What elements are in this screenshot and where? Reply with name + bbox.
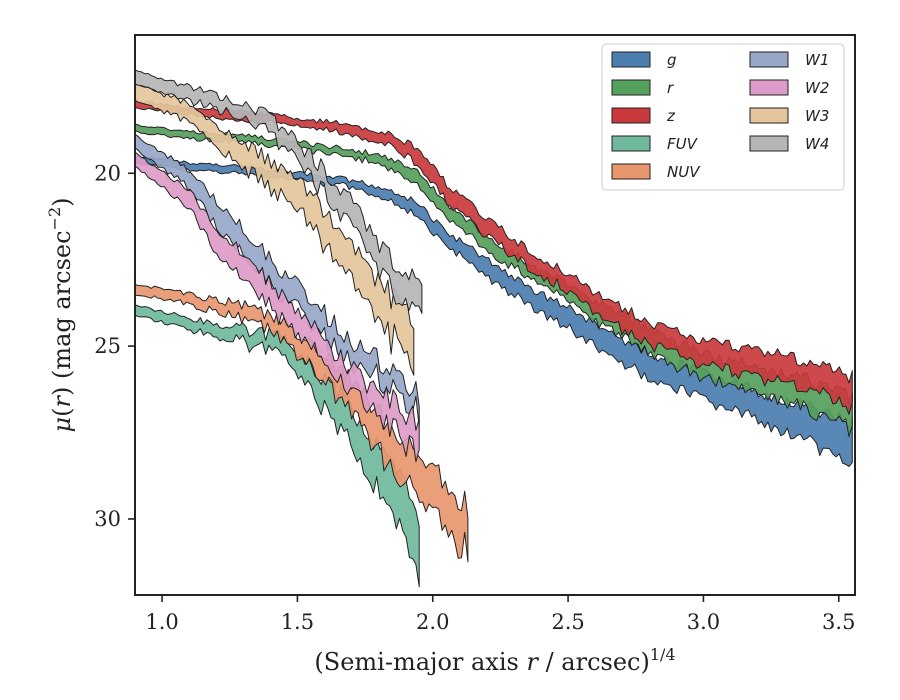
y-tick-label: 25	[94, 334, 121, 358]
y-axis-label-paren-open: (	[48, 408, 76, 417]
legend-label-r: r	[667, 79, 674, 97]
x-tick-label: 1.5	[281, 610, 314, 634]
series-band-w3	[135, 82, 415, 376]
legend-label-z: z	[666, 107, 676, 125]
y-axis-label-exponent: −2	[45, 207, 64, 231]
x-tick-label: 1.0	[145, 610, 178, 634]
legend-swatch-fuv	[611, 135, 651, 152]
legend-label-w1: W1	[805, 51, 829, 69]
series-band-r	[135, 123, 853, 437]
x-tick-label: 2.5	[551, 610, 584, 634]
legend-swatch-nuv	[611, 163, 651, 180]
x-axis-label-exponent: 1/4	[650, 645, 676, 664]
series-layer	[135, 69, 853, 588]
legend-label-w2: W2	[805, 79, 829, 97]
legend-label-fuv: FUV	[667, 135, 699, 153]
legend-label-w4: W4	[805, 135, 829, 153]
legend-swatch-w2	[749, 79, 789, 96]
x-axis-ticks: 1.0 1.5 2.0 2.5 3.0 3.5	[145, 595, 855, 634]
y-tick-label: 20	[94, 161, 121, 185]
legend-swatch-w1	[749, 51, 789, 68]
x-tick-label: 3.5	[822, 610, 855, 634]
y-tick-label: 30	[94, 507, 121, 531]
legend-label-w3: W3	[805, 107, 829, 125]
series-band-w4	[135, 69, 423, 314]
plot-frame	[134, 34, 856, 596]
legend: grz FUV NUV W1 W2 W3 W4	[601, 43, 845, 191]
legend-swatch-z	[611, 107, 651, 124]
y-axis-ticks: 20 25 30	[94, 161, 135, 531]
x-tick-label: 3.0	[687, 610, 720, 634]
legend-label-nuv: NUV	[667, 163, 701, 181]
y-axis-label-r: r	[48, 395, 76, 408]
y-axis-label: μ(r) (mag arcsec−2)	[45, 197, 76, 432]
x-axis-label-open: (Semi-major axis	[314, 648, 526, 676]
series-band-w2	[135, 151, 420, 463]
x-tick-label: 2.0	[416, 610, 449, 634]
y-axis-label-mu: μ	[48, 417, 76, 433]
y-axis-label-units: ) (mag arcsec	[48, 230, 76, 396]
y-axis-label-close: )	[48, 197, 76, 206]
x-axis-label-rest: / arcsec)	[538, 648, 650, 676]
series-band-g	[135, 155, 853, 467]
legend-label-g: g	[667, 51, 677, 69]
series-band-z	[135, 99, 853, 415]
series-band-fuv	[135, 304, 420, 588]
x-axis-label-variable: r	[526, 648, 539, 676]
x-axis-label: (Semi-major axis r / arcsec)1/4	[314, 645, 675, 676]
legend-swatch-r	[611, 79, 651, 96]
legend-swatch-w3	[749, 107, 789, 124]
legend-swatch-w4	[749, 135, 789, 152]
legend-swatch-g	[611, 51, 651, 68]
